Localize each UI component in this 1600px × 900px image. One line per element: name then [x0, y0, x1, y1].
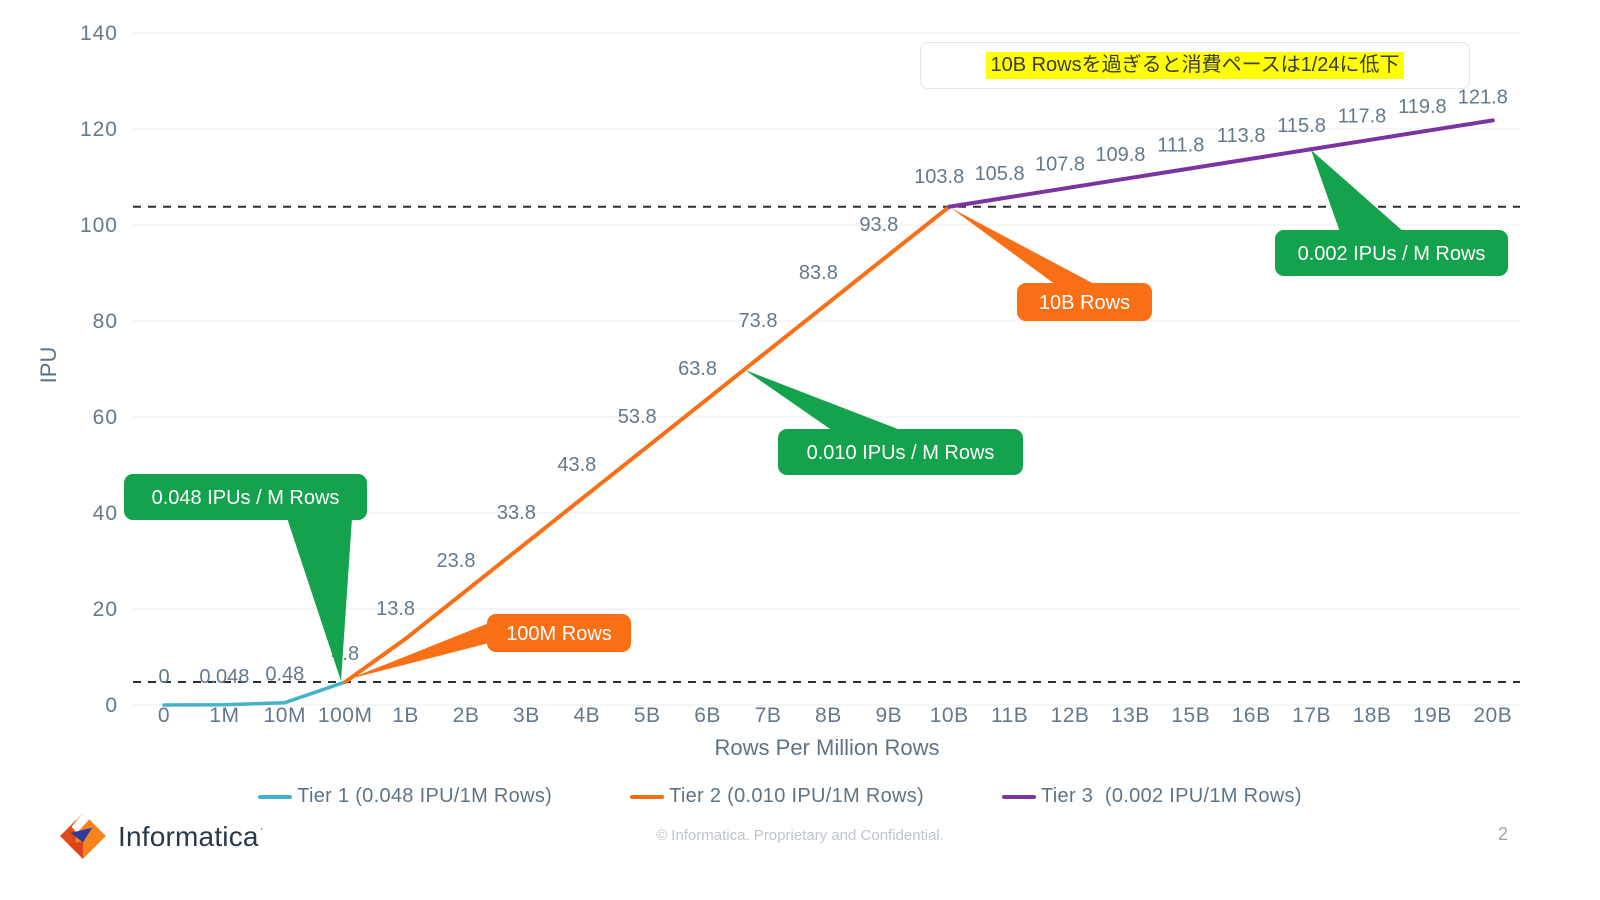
- x-axis-title: Rows Per Million Rows: [715, 735, 940, 760]
- informatica-logo: Informatica·: [58, 810, 264, 862]
- callout-box-threshold-100m: [487, 614, 631, 652]
- data-label: 33.8: [497, 502, 536, 524]
- legend-item-tier-1: Tier 1 (0.048 IPU/1M Rows): [258, 785, 552, 808]
- x-tick-label: 100M: [318, 704, 373, 727]
- data-label: 0.48: [265, 664, 304, 686]
- x-tick-label: 4B: [573, 704, 600, 727]
- x-tick-label: 11B: [991, 704, 1028, 727]
- x-tick-label: 15B: [1171, 704, 1210, 727]
- data-label: 73.8: [739, 310, 778, 332]
- callout-box-rate-tier1: [124, 474, 367, 520]
- x-tick-label: 16B: [1232, 704, 1271, 727]
- data-label: 121.8: [1458, 86, 1508, 108]
- callout-pointer-rate-tier3: [1311, 150, 1404, 232]
- legend-label-tier-3: Tier 3 (0.002 IPU/1M Rows): [1041, 785, 1302, 807]
- data-label: 103.8: [914, 166, 964, 188]
- y-tick-label: 60: [93, 406, 118, 429]
- ipu-consumption-chart: 0 20 40 60 80 100 120 140 IPU 0 1M 10M 100M 1B 2B 3B 4B 5…: [36, 22, 1520, 760]
- data-label: 107.8: [1035, 154, 1085, 176]
- legend-swatch-tier-3: [1002, 794, 1037, 799]
- y-tick-label: 120: [80, 118, 118, 141]
- callout-pointer-threshold-10b: [951, 208, 1096, 285]
- x-tick-label: 17B: [1292, 704, 1331, 727]
- data-label: 117.8: [1338, 106, 1387, 128]
- footer-copyright: © Informatica. Proprietary and Confident…: [656, 827, 944, 844]
- legend-item-tier-3: Tier 3 (0.002 IPU/1M Rows): [1002, 785, 1302, 808]
- legend-label-tier-2: Tier 2 (0.010 IPU/1M Rows): [669, 785, 925, 807]
- series-line-tier-3: [947, 118, 1495, 209]
- y-tick-label: 0: [105, 694, 118, 717]
- data-label: 111.8: [1157, 134, 1204, 156]
- callout-box-threshold-10b: [1017, 283, 1152, 321]
- x-tick-label: 19B: [1413, 704, 1452, 727]
- x-tick-label: 5B: [634, 704, 661, 727]
- legend-label-tier-1: Tier 1 (0.048 IPU/1M Rows): [297, 785, 553, 807]
- y-tick-label: 100: [80, 214, 118, 237]
- y-tick-label: 20: [93, 598, 118, 621]
- series-line-tier-2: [343, 204, 952, 684]
- data-label: 63.8: [678, 358, 717, 380]
- x-tick-label: 7B: [755, 704, 782, 727]
- data-label: 83.8: [799, 262, 838, 284]
- x-tick-label: 8B: [815, 704, 842, 727]
- y-axis-title: IPU: [36, 347, 61, 384]
- data-label: 105.8: [975, 163, 1025, 185]
- data-label: 115.8: [1277, 115, 1326, 137]
- brand-trademark-dot: ·: [259, 823, 264, 835]
- legend-swatch-tier-1: [258, 794, 293, 799]
- x-tick-label: 12B: [1051, 704, 1090, 727]
- callout-label-threshold-100m: 100M Rows: [506, 623, 612, 645]
- x-tick-label: 10M: [264, 704, 306, 727]
- legend-item-tier-2: Tier 2 (0.010 IPU/1M Rows): [630, 785, 924, 808]
- data-label: 0: [158, 666, 169, 688]
- data-label: 119.8: [1398, 96, 1447, 118]
- x-tick-label: 13B: [1111, 704, 1150, 727]
- data-label: 23.8: [437, 550, 476, 572]
- data-label: 93.8: [859, 214, 898, 236]
- note-box: 10B Rowsを過ぎると消費ペースは1/24に低下: [920, 42, 1470, 89]
- page-number: 2: [1497, 824, 1508, 844]
- callout-pointer-threshold-100m: [349, 623, 489, 679]
- data-label: 13.8: [376, 598, 415, 620]
- x-tick-label: 20B: [1473, 704, 1512, 727]
- chart-legend: Tier 1 (0.048 IPU/1M Rows) Tier 2 (0.010 …: [0, 785, 1560, 808]
- x-tick-label: 2B: [453, 704, 480, 727]
- data-label: 43.8: [557, 454, 596, 476]
- data-label: 109.8: [1095, 144, 1145, 166]
- x-tick-label: 0: [158, 704, 170, 727]
- x-tick-label: 9B: [875, 704, 902, 727]
- x-tick-label: 1B: [392, 704, 419, 727]
- y-tick-label: 140: [80, 22, 118, 45]
- data-label: 113.8: [1217, 125, 1266, 147]
- x-tick-label: 1M: [209, 704, 239, 727]
- x-tick-label: 18B: [1353, 704, 1392, 727]
- series-line-tier-1: [162, 680, 347, 707]
- informatica-logo-icon: [60, 813, 106, 859]
- y-tick-label: 40: [93, 502, 118, 525]
- callout-box-rate-tier2: [778, 429, 1023, 475]
- brand-name-text: Informatica: [118, 821, 259, 852]
- x-tick-label: 10B: [930, 704, 969, 727]
- data-label: 0.048: [199, 666, 249, 688]
- legend-swatch-tier-2: [630, 794, 665, 799]
- callout-pointer-rate-tier1: [287, 518, 352, 681]
- note-highlighted-text: 10B Rowsを過ぎると消費ペースは1/24に低下: [986, 52, 1404, 79]
- data-label: 53.8: [618, 406, 657, 428]
- x-tick-label: 3B: [513, 704, 540, 727]
- callout-label-rate-tier3: 0.002 IPUs / M Rows: [1298, 243, 1486, 265]
- brand-name: Informatica·: [118, 821, 264, 853]
- x-tick-label: 6B: [694, 704, 721, 727]
- callout-pointer-rate-tier2: [745, 370, 903, 431]
- y-tick-label: 80: [93, 310, 118, 333]
- callout-label-rate-tier2: 0.010 IPUs / M Rows: [807, 442, 995, 464]
- callout-box-rate-tier3: [1275, 230, 1508, 276]
- callout-label-rate-tier1: 0.048 IPUs / M Rows: [152, 487, 340, 509]
- callout-label-threshold-10b: 10B Rows: [1039, 292, 1130, 314]
